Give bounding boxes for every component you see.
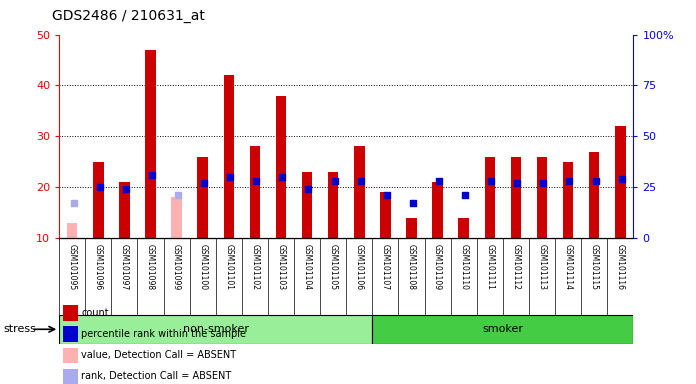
Text: GSM101100: GSM101100 — [198, 244, 207, 290]
Bar — [537, 157, 547, 238]
Text: GSM101098: GSM101098 — [146, 244, 155, 290]
Bar — [354, 147, 365, 238]
Text: count: count — [81, 308, 109, 318]
Text: GSM101105: GSM101105 — [329, 244, 338, 290]
Text: GSM101099: GSM101099 — [172, 244, 181, 290]
Bar — [223, 75, 234, 238]
Point — [459, 192, 470, 199]
Text: GSM101106: GSM101106 — [355, 244, 364, 290]
Text: percentile rank within the sample: percentile rank within the sample — [81, 329, 246, 339]
Point — [68, 200, 79, 207]
Text: stress: stress — [3, 324, 36, 334]
Bar — [589, 152, 599, 238]
Text: GSM101095: GSM101095 — [68, 244, 77, 290]
Bar — [171, 197, 182, 238]
Bar — [459, 218, 469, 238]
Point — [355, 178, 366, 184]
Text: GSM101114: GSM101114 — [564, 244, 573, 290]
Point — [538, 180, 549, 186]
Text: GSM101110: GSM101110 — [459, 244, 468, 290]
Point — [512, 180, 523, 186]
Point — [277, 174, 288, 180]
Text: GSM101108: GSM101108 — [407, 244, 416, 290]
Text: smoker: smoker — [482, 324, 523, 334]
Bar — [67, 223, 77, 238]
Point — [146, 172, 157, 178]
Text: GSM101102: GSM101102 — [251, 244, 260, 290]
Point — [120, 186, 132, 192]
Point — [198, 180, 209, 186]
Bar — [484, 157, 495, 238]
Point — [173, 192, 184, 199]
Point — [486, 178, 497, 184]
Point — [94, 184, 105, 190]
Bar — [119, 182, 129, 238]
Text: GSM101104: GSM101104 — [303, 244, 312, 290]
Bar — [59, 315, 372, 344]
Text: GSM101116: GSM101116 — [616, 244, 625, 290]
Bar — [328, 172, 338, 238]
Text: rank, Detection Call = ABSENT: rank, Detection Call = ABSENT — [81, 371, 232, 381]
Text: GSM101097: GSM101097 — [120, 244, 129, 290]
Text: GSM101112: GSM101112 — [512, 244, 521, 290]
Bar — [276, 96, 286, 238]
Bar — [511, 157, 521, 238]
Bar — [615, 126, 626, 238]
Text: value, Detection Call = ABSENT: value, Detection Call = ABSENT — [81, 350, 237, 360]
Bar — [250, 147, 260, 238]
Text: non-smoker: non-smoker — [183, 324, 248, 334]
Bar — [563, 162, 574, 238]
Bar — [372, 315, 633, 344]
Point — [564, 178, 575, 184]
Bar — [380, 192, 390, 238]
Point — [434, 178, 445, 184]
Point — [329, 178, 340, 184]
Point — [616, 176, 627, 182]
Point — [225, 174, 236, 180]
Bar — [93, 162, 104, 238]
Point — [303, 186, 314, 192]
Point — [407, 200, 418, 207]
Bar — [432, 182, 443, 238]
Text: GSM101115: GSM101115 — [590, 244, 599, 290]
Text: GSM101107: GSM101107 — [381, 244, 390, 290]
Text: GSM101111: GSM101111 — [485, 244, 494, 290]
Text: GSM101103: GSM101103 — [276, 244, 285, 290]
Text: GSM101096: GSM101096 — [94, 244, 103, 290]
Bar — [198, 157, 208, 238]
Bar — [406, 218, 417, 238]
Text: GSM101113: GSM101113 — [537, 244, 546, 290]
Point — [381, 192, 393, 199]
Point — [251, 178, 262, 184]
Bar — [145, 50, 156, 238]
Text: GSM101101: GSM101101 — [224, 244, 233, 290]
Point — [590, 178, 601, 184]
Text: GSM101109: GSM101109 — [433, 244, 442, 290]
Text: GDS2486 / 210631_at: GDS2486 / 210631_at — [52, 9, 205, 23]
Bar — [302, 172, 313, 238]
